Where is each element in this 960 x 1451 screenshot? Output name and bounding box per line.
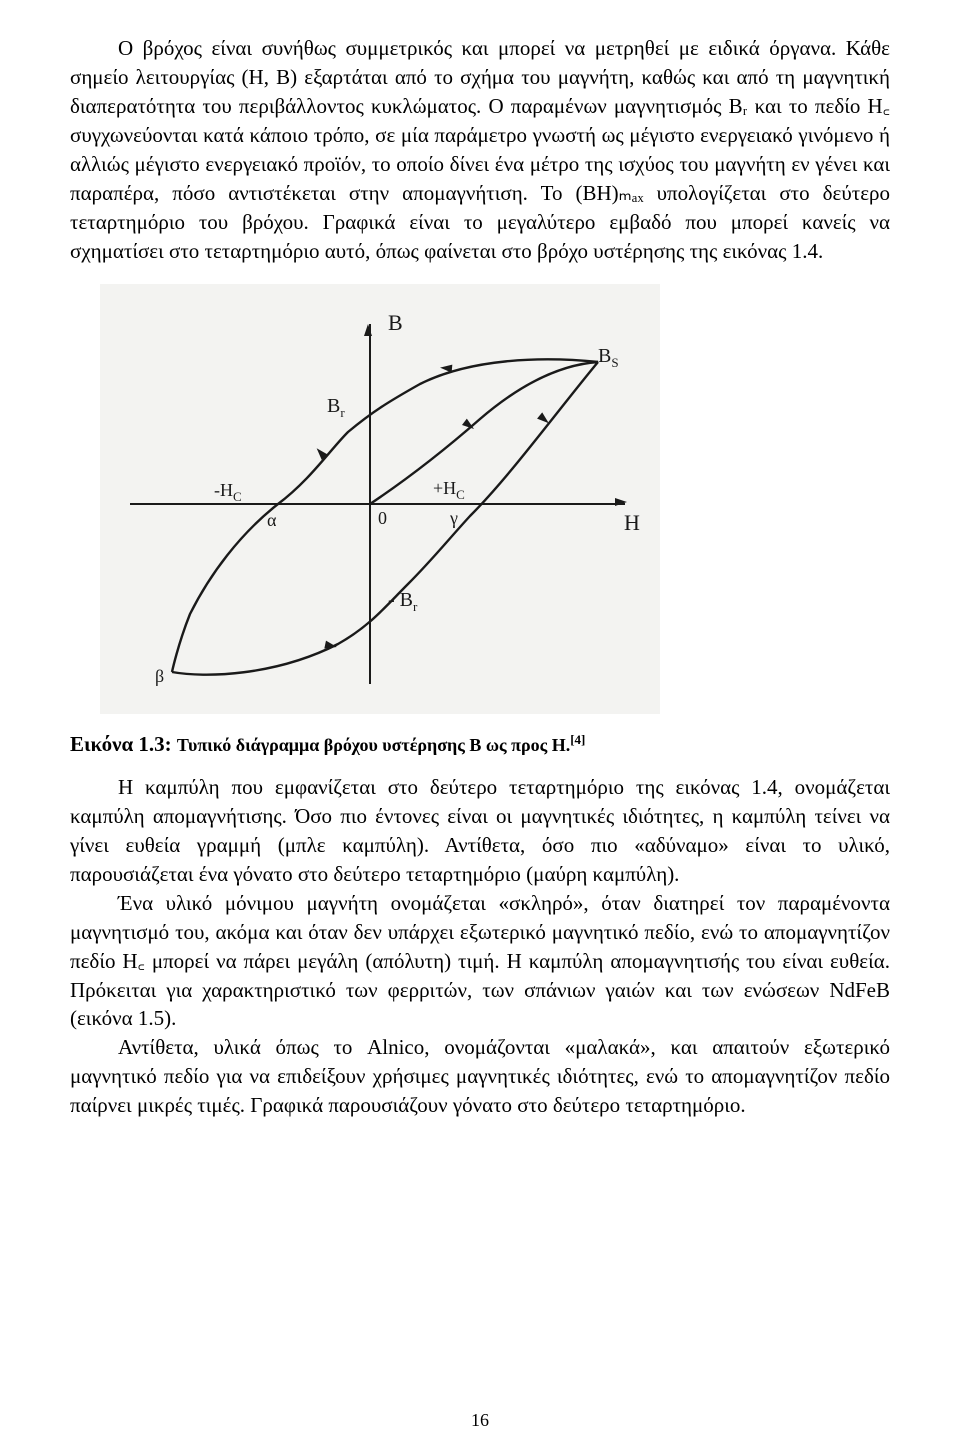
figure-background xyxy=(100,284,660,714)
caption-ref: [4] xyxy=(570,732,585,747)
paragraph-4: Αντίθετα, υλικά όπως το Alnico, ονομάζον… xyxy=(70,1033,890,1120)
page: Ο βρόχος είναι συνήθως συμμετρικός και μ… xyxy=(0,0,960,1451)
caption-label: Εικόνα 1.3: xyxy=(70,732,172,756)
svg-text:β: β xyxy=(155,666,164,686)
page-number: 16 xyxy=(0,1410,960,1431)
hysteresis-svg: BHBSBr- Br+HC-HC0αγβ xyxy=(100,284,660,714)
svg-text:0: 0 xyxy=(378,508,387,528)
paragraph-1: Ο βρόχος είναι συνήθως συμμετρικός και μ… xyxy=(70,34,890,266)
caption-text-inner: Τυπικό διάγραμμα βρόχου υστέρησης B ως π… xyxy=(177,735,570,755)
figure-caption: Εικόνα 1.3: Τυπικό διάγραμμα βρόχου υστέ… xyxy=(70,730,890,759)
svg-text:γ: γ xyxy=(449,508,458,528)
paragraph-2: Η καμπύλη που εμφανίζεται στο δεύτερο τε… xyxy=(70,773,890,889)
svg-text:B: B xyxy=(388,310,403,335)
paragraph-3: Ένα υλικό μόνιμου μαγνήτη ονομάζεται «σκ… xyxy=(70,889,890,1034)
caption-text: Τυπικό διάγραμμα βρόχου υστέρησης B ως π… xyxy=(177,735,585,755)
svg-text:α: α xyxy=(267,510,277,530)
figure-hysteresis-loop: BHBSBr- Br+HC-HC0αγβ xyxy=(70,284,890,714)
svg-text:H: H xyxy=(624,510,640,535)
